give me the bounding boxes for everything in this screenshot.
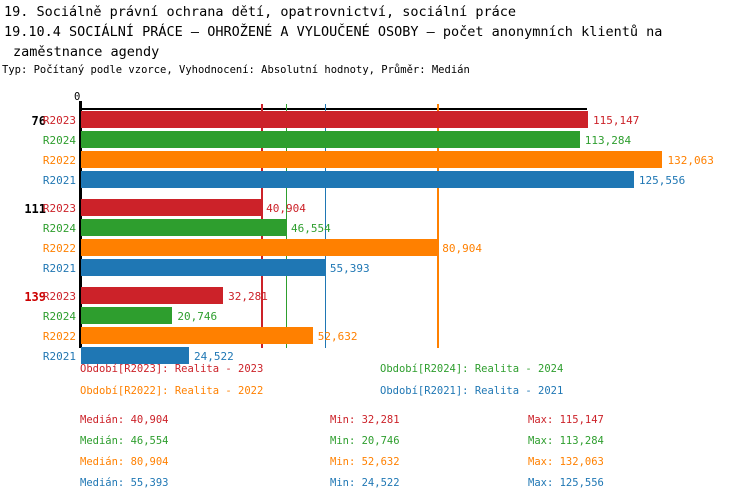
bar-value-label: 125,556: [638, 174, 686, 187]
axis-top-rule: [79, 108, 587, 110]
series-label-r2024: R2024: [42, 222, 76, 235]
median-line-r2021: [324, 104, 327, 348]
series-label-r2021: R2021: [42, 174, 76, 187]
bar-r2023-139[interactable]: [81, 287, 224, 304]
stat-median: Medián: 55,393: [80, 477, 169, 489]
title-line-2: 19.10.4 SOCIÁLNÍ PRÁCE – OHROŽENÉ A VYLO…: [4, 24, 663, 40]
series-label-r2023: R2023: [42, 114, 76, 127]
bar-r2022-111[interactable]: [81, 239, 438, 256]
bar-value-label: 46,554: [290, 222, 331, 235]
bar-r2024-76[interactable]: [81, 131, 580, 148]
series-label-r2023: R2023: [42, 290, 76, 303]
stat-median: Medián: 40,904: [80, 414, 169, 426]
group-label: 111: [24, 202, 46, 216]
group-label: 76: [31, 114, 46, 128]
bar-r2022-76[interactable]: [81, 151, 663, 168]
bar-r2023-76[interactable]: [81, 111, 588, 128]
bar-value-label: 55,393: [329, 262, 370, 275]
title-line-3: zaměstnance agendy: [13, 44, 160, 60]
bar-value-label: 32,281: [228, 290, 268, 303]
title-line-1: 19. Sociálně právní ochrana dětí, opatro…: [4, 4, 517, 20]
stat-min: Min: 24,522: [330, 477, 400, 489]
stat-max: Max: 132,063: [528, 456, 604, 468]
bar-r2023-111[interactable]: [81, 199, 262, 216]
series-label-r2021: R2021: [42, 350, 76, 363]
axis-zero-tick: [79, 101, 82, 109]
series-label-r2023: R2023: [42, 202, 76, 215]
median-line-r2022: [437, 104, 439, 348]
bar-r2021-139[interactable]: [81, 347, 189, 364]
stat-max: Max: 125,556: [528, 477, 604, 489]
bar-value-label: 113,284: [584, 134, 632, 147]
bar-value-label: 132,063: [667, 154, 714, 167]
bar-r2021-76[interactable]: [81, 171, 634, 188]
legend-item[interactable]: Období[R2024]: Realita - 2024: [380, 363, 564, 375]
stat-median: Medián: 46,554: [80, 435, 169, 447]
chart-title-block: 19. Sociálně právní ochrana dětí, opatro…: [4, 2, 746, 62]
stat-max: Max: 115,147: [528, 414, 604, 426]
stat-min: Min: 52,632: [330, 456, 400, 468]
bar-value-label: 40,904: [266, 202, 306, 215]
legend-item[interactable]: Období[R2023]: Realita - 2023: [80, 363, 264, 375]
series-label-r2022: R2022: [42, 242, 76, 255]
stat-min: Min: 32,281: [330, 414, 400, 426]
bar-value-label: 20,746: [177, 310, 218, 323]
series-label-r2022: R2022: [42, 330, 76, 343]
series-label-r2022: R2022: [42, 154, 76, 167]
chart-subtitle: Typ: Počítaný podle vzorce, Vyhodnocení:…: [2, 64, 470, 76]
bar-r2024-139[interactable]: [81, 307, 173, 324]
bar-value-label: 24,522: [193, 350, 234, 363]
bar-value-label: 115,147: [593, 114, 640, 127]
bar-r2024-111[interactable]: [81, 219, 286, 236]
stat-min: Min: 20,746: [330, 435, 400, 447]
group-label: 139: [24, 290, 46, 304]
series-label-r2024: R2024: [42, 134, 76, 147]
stat-median: Medián: 80,904: [80, 456, 169, 468]
series-label-r2021: R2021: [42, 262, 76, 275]
stat-max: Max: 113,284: [528, 435, 604, 447]
bar-value-label: 80,904: [442, 242, 482, 255]
bar-r2021-111[interactable]: [81, 259, 325, 276]
axis-zero-label: 0: [74, 91, 81, 103]
axis-baseline: [79, 108, 82, 348]
legend-item[interactable]: Období[R2022]: Realita - 2022: [80, 385, 264, 397]
median-line-r2024: [285, 104, 288, 348]
series-label-r2024: R2024: [42, 310, 76, 323]
bar-value-label: 52,632: [317, 330, 358, 343]
legend-item[interactable]: Období[R2021]: Realita - 2021: [380, 385, 564, 397]
bar-r2022-139[interactable]: [81, 327, 313, 344]
